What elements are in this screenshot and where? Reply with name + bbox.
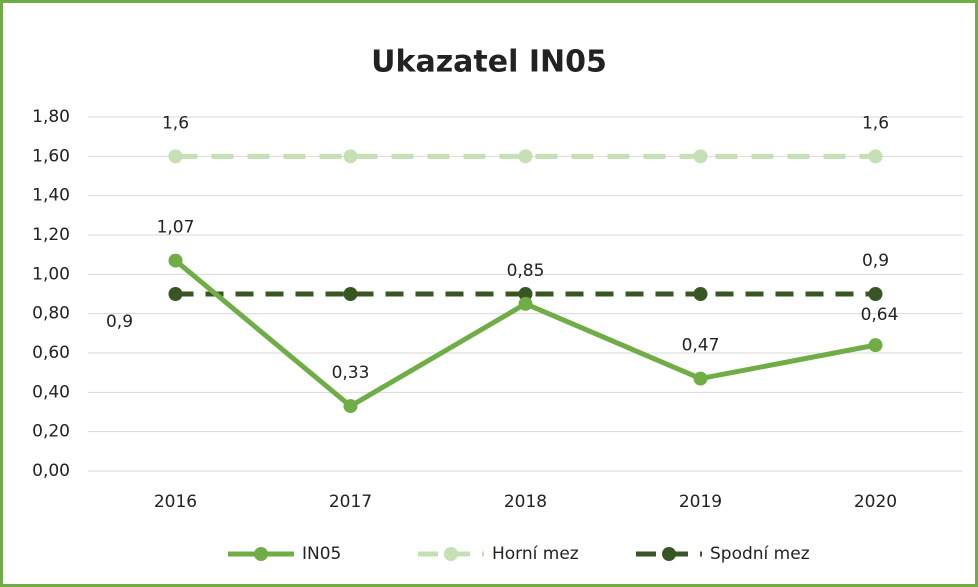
data-label: 1,07: [157, 218, 195, 238]
data-point: [343, 149, 358, 164]
data-point: [168, 149, 183, 164]
legend-label: IN05: [302, 544, 341, 564]
data-point: [868, 149, 883, 164]
data-label: 1,6: [862, 113, 889, 133]
data-label: 1,6: [162, 113, 189, 133]
data-label: 0,85: [507, 261, 545, 281]
data-label: 0,33: [332, 363, 370, 383]
legend-marker: [254, 547, 268, 561]
data-label: 0,64: [861, 305, 899, 325]
y-tick-label: 0,60: [32, 343, 70, 363]
x-tick-label: 2017: [329, 492, 372, 512]
legend-label: Spodní mez: [710, 544, 810, 564]
data-point: [518, 149, 533, 164]
data-point: [693, 287, 708, 301]
y-tick-label: 1,60: [32, 146, 70, 166]
data-point: [343, 287, 358, 301]
data-point: [693, 149, 708, 164]
data-label: 0,9: [862, 251, 889, 271]
y-tick-label: 1,80: [32, 107, 70, 127]
data-point: [168, 253, 183, 268]
x-tick-label: 2019: [679, 492, 722, 512]
y-tick-label: 0,80: [32, 304, 70, 324]
y-tick-label: 1,20: [32, 225, 70, 245]
y-tick-label: 0,00: [32, 461, 70, 481]
legend-marker: [662, 547, 676, 561]
x-tick-label: 2016: [154, 492, 197, 512]
data-point: [868, 338, 883, 353]
data-label: 0,47: [682, 336, 720, 356]
data-point: [693, 371, 708, 386]
data-point: [343, 399, 358, 414]
data-point: [518, 287, 533, 301]
chart-title: Ukazatel IN05: [371, 45, 607, 80]
y-tick-label: 0,40: [32, 382, 70, 402]
data-label: 0,9: [106, 312, 133, 332]
y-tick-label: 1,40: [32, 186, 70, 206]
y-tick-label: 1,00: [32, 264, 70, 284]
y-tick-label: 0,20: [32, 422, 70, 442]
legend-label: Horní mez: [492, 544, 579, 564]
data-point: [518, 296, 533, 311]
data-point: [168, 287, 183, 301]
x-tick-label: 2020: [854, 492, 897, 512]
data-point: [868, 287, 883, 301]
legend-marker: [444, 547, 458, 561]
x-tick-label: 2018: [504, 492, 547, 512]
